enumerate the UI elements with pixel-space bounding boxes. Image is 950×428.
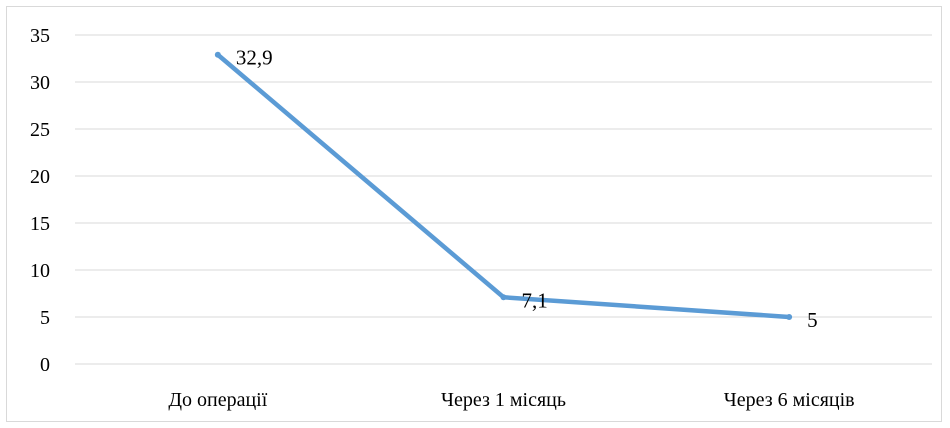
x-category-label: Через 1 місяць (441, 389, 566, 411)
data-label: 7,1 (522, 288, 548, 312)
x-axis-category-labels: До операції Через 1 місяць Через 6 місяців (168, 389, 854, 411)
y-tick-label: 25 (30, 119, 50, 141)
data-labels: 32,9 7,1 5 (236, 46, 818, 332)
data-point (786, 314, 793, 320)
y-tick-label: 15 (30, 213, 50, 235)
gridlines (75, 34, 932, 365)
chart-frame (6, 6, 942, 422)
series-line-path (215, 52, 792, 320)
data-label: 5 (807, 308, 818, 332)
y-tick-label: 35 (30, 25, 50, 47)
y-tick-label: 0 (40, 354, 50, 376)
x-category-label: Через 6 місяців (724, 389, 855, 411)
y-axis-tick-labels: 0 5 10 15 20 25 30 35 (30, 25, 50, 376)
y-tick-label: 10 (30, 260, 50, 282)
series-line (214, 51, 793, 320)
data-point (214, 51, 221, 58)
data-point (500, 294, 507, 301)
y-tick-label: 20 (30, 166, 50, 188)
data-label: 32,9 (236, 46, 273, 70)
y-tick-label: 5 (40, 307, 50, 329)
y-tick-label: 30 (30, 72, 50, 94)
x-category-label: До операції (168, 389, 267, 411)
